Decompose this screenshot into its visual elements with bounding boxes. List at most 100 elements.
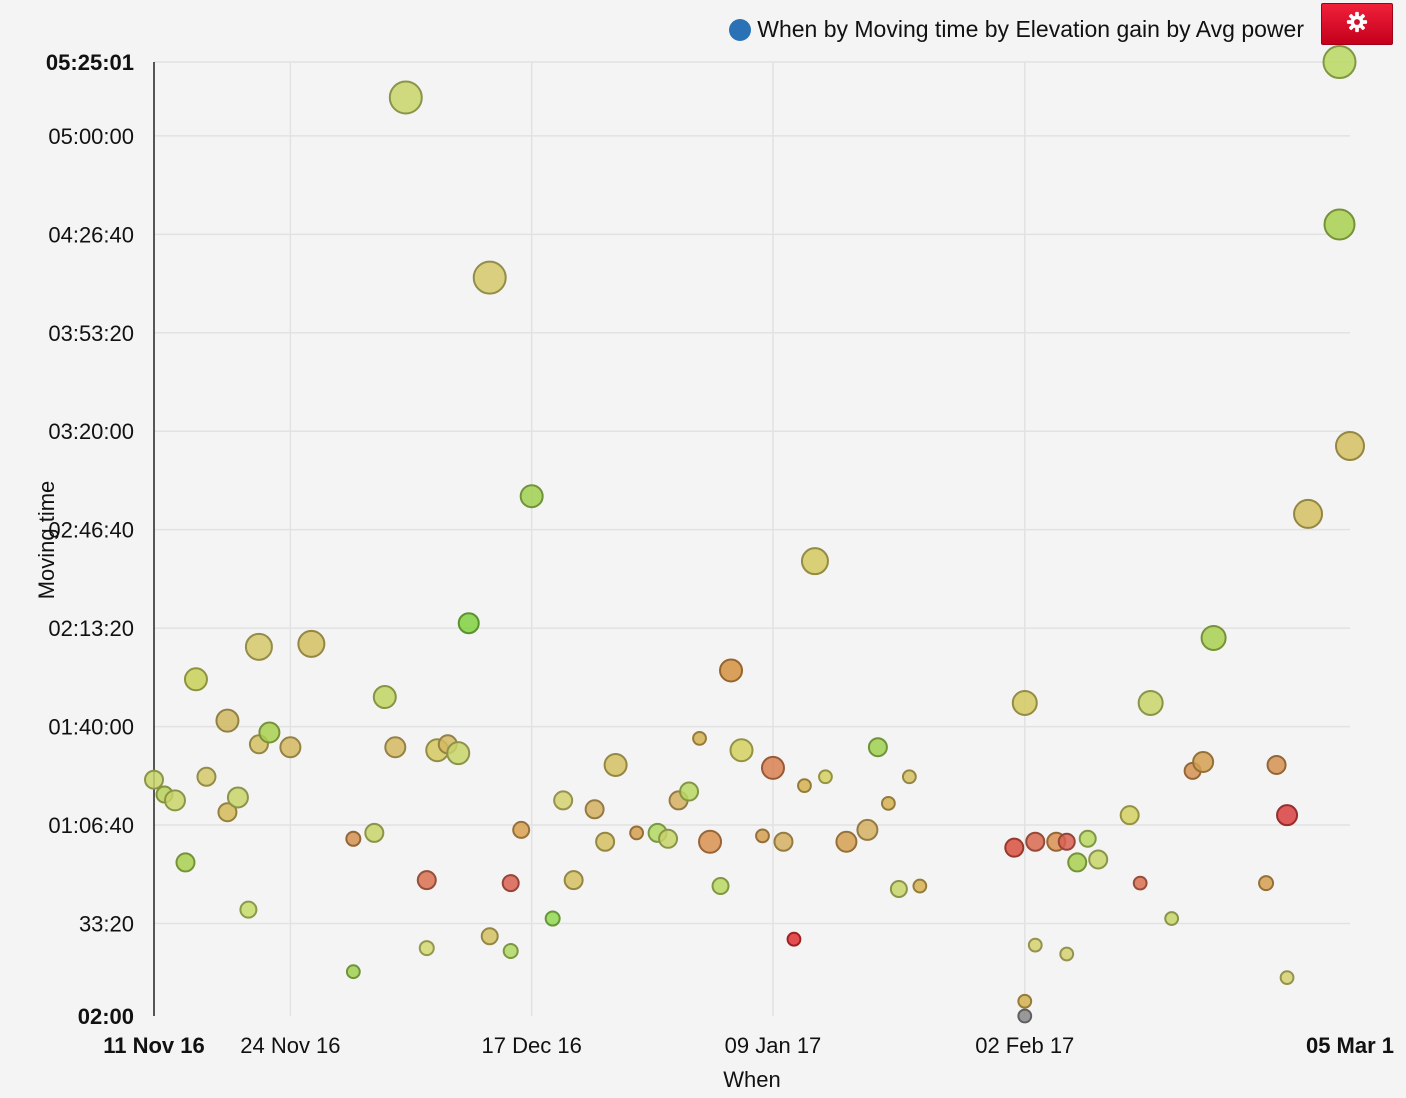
data-point[interactable] (215, 708, 240, 733)
data-point[interactable] (1088, 849, 1109, 870)
y-tick-label: 33:20 (79, 911, 134, 936)
data-point[interactable] (196, 766, 217, 787)
x-tick-label: 09 Jan 17 (725, 1033, 822, 1058)
data-point[interactable] (480, 927, 499, 946)
data-point[interactable] (297, 629, 326, 658)
data-point[interactable] (595, 831, 616, 852)
gear-icon (1346, 11, 1368, 38)
data-point[interactable] (512, 820, 531, 839)
data-point[interactable] (345, 830, 362, 847)
data-point[interactable] (867, 737, 888, 758)
data-point[interactable] (364, 822, 385, 843)
data-point[interactable] (416, 870, 437, 891)
x-tick-label: 24 Nov 16 (240, 1033, 340, 1058)
data-point[interactable] (279, 736, 302, 759)
data-point[interactable] (183, 667, 208, 692)
data-point[interactable] (1027, 937, 1043, 953)
data-point[interactable] (1293, 498, 1324, 529)
data-point[interactable] (144, 769, 164, 790)
data-point[interactable] (1192, 751, 1215, 774)
x-tick-label: 05 Mar 1 (1306, 1033, 1394, 1058)
data-point[interactable] (388, 80, 423, 115)
data-point[interactable] (1057, 832, 1076, 851)
data-point[interactable] (629, 825, 644, 841)
data-point[interactable] (372, 685, 397, 710)
data-point[interactable] (384, 736, 407, 759)
data-point[interactable] (244, 632, 273, 661)
data-point[interactable] (1323, 208, 1356, 241)
data-point[interactable] (563, 870, 584, 891)
settings-button[interactable] (1321, 3, 1393, 45)
data-point[interactable] (1011, 689, 1038, 716)
data-point[interactable] (698, 829, 723, 854)
data-point[interactable] (1059, 946, 1075, 962)
data-point[interactable] (226, 786, 249, 809)
data-point[interactable] (457, 612, 480, 635)
y-tick-label: 02:00 (78, 1004, 134, 1029)
data-point[interactable] (1067, 852, 1088, 873)
data-point[interactable] (446, 741, 471, 766)
x-tick-label: 11 Nov 16 (103, 1033, 205, 1058)
data-point[interactable] (1258, 875, 1275, 892)
data-point[interactable] (502, 943, 519, 960)
x-axis-title: When (723, 1067, 780, 1092)
data-point[interactable] (1335, 430, 1365, 461)
data-point[interactable] (175, 852, 196, 873)
y-tick-label: 02:13:20 (48, 616, 134, 641)
data-point[interactable] (773, 831, 794, 852)
data-point[interactable] (217, 802, 238, 823)
data-point[interactable] (1078, 829, 1097, 848)
data-point[interactable] (1017, 993, 1033, 1009)
data-point[interactable] (1017, 1008, 1033, 1024)
data-point[interactable] (835, 830, 858, 853)
data-point[interactable] (603, 752, 628, 777)
y-tick-label: 01:06:40 (48, 813, 134, 838)
data-point[interactable] (553, 790, 574, 811)
chart-legend[interactable]: When by Moving time by Elevation gain by… (729, 16, 1304, 43)
data-point[interactable] (760, 755, 785, 780)
data-point[interactable] (1322, 45, 1357, 80)
data-point[interactable] (797, 778, 812, 794)
data-point[interactable] (818, 769, 833, 785)
data-point[interactable] (239, 900, 258, 919)
data-point[interactable] (1004, 837, 1025, 858)
data-point[interactable] (1276, 804, 1299, 827)
data-point[interactable] (1266, 754, 1287, 775)
data-point[interactable] (1119, 805, 1140, 826)
data-point[interactable] (889, 880, 908, 899)
data-point[interactable] (163, 789, 186, 812)
data-point[interactable] (901, 769, 917, 785)
data-point[interactable] (1164, 911, 1180, 926)
data-point[interactable] (519, 484, 544, 509)
data-point[interactable] (258, 721, 281, 744)
data-point[interactable] (1025, 831, 1046, 852)
data-point[interactable] (658, 828, 679, 849)
data-point[interactable] (418, 940, 435, 957)
data-point[interactable] (692, 730, 707, 746)
data-point[interactable] (1137, 689, 1164, 716)
data-point[interactable] (345, 964, 361, 980)
data-point[interactable] (786, 931, 802, 947)
data-point[interactable] (544, 910, 561, 927)
data-point[interactable] (729, 738, 754, 763)
y-tick-label: 02:46:40 (48, 518, 134, 543)
data-point[interactable] (1132, 875, 1148, 891)
legend-label: When by Moving time by Elevation gain by… (757, 16, 1304, 42)
data-point[interactable] (719, 658, 744, 683)
data-point[interactable] (472, 260, 507, 295)
data-point[interactable] (679, 781, 700, 802)
data-point[interactable] (584, 799, 605, 820)
y-tick-label: 05:00:00 (48, 124, 134, 149)
data-point[interactable] (880, 795, 896, 811)
x-tick-label: 17 Dec 16 (482, 1033, 582, 1058)
data-point[interactable] (711, 877, 730, 896)
data-point[interactable] (501, 874, 520, 893)
data-point[interactable] (1279, 970, 1295, 986)
data-point[interactable] (1200, 624, 1227, 651)
data-point[interactable] (755, 828, 770, 844)
data-point[interactable] (856, 818, 879, 841)
legend-dot (729, 18, 752, 41)
data-point[interactable] (912, 878, 928, 894)
data-point[interactable] (800, 547, 829, 576)
